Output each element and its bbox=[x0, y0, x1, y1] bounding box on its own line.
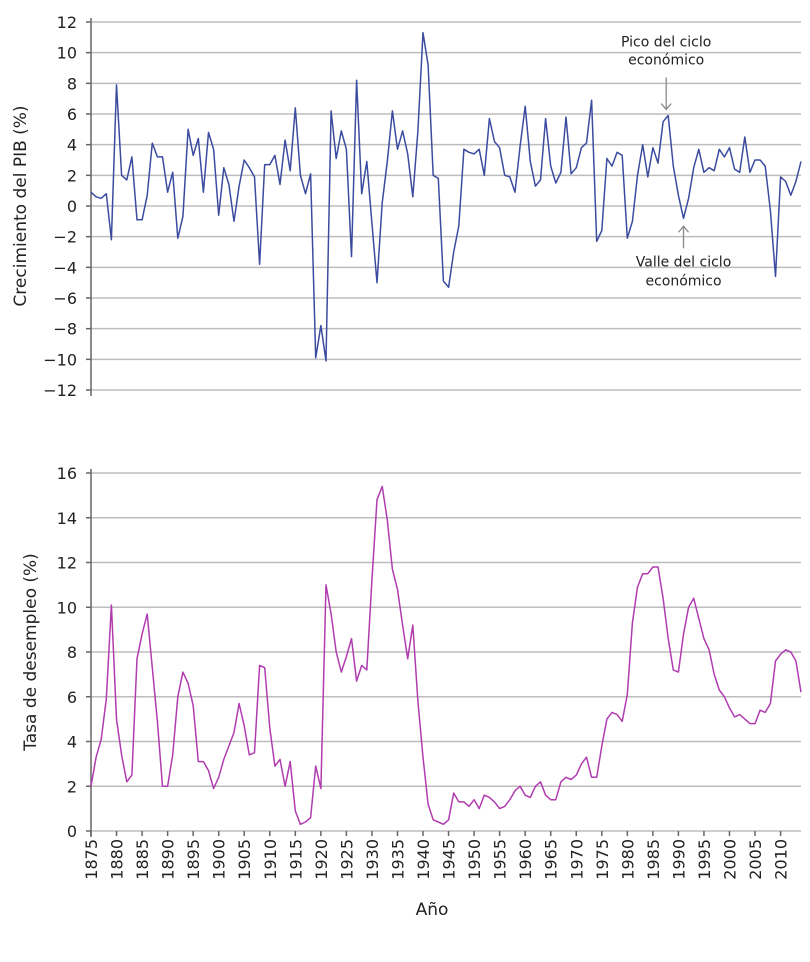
x-tick-label: 1995 bbox=[695, 839, 714, 880]
y-tick-label: 12 bbox=[57, 554, 77, 573]
x-tick-label: 1900 bbox=[210, 839, 229, 880]
x-tick-label: 1960 bbox=[516, 839, 535, 880]
x-tick-label: 2010 bbox=[772, 839, 791, 880]
y-tick-label: 0 bbox=[67, 197, 77, 216]
y-tick-label: 8 bbox=[67, 74, 77, 93]
y-tick-label: 4 bbox=[67, 136, 77, 155]
peak-annotation: Pico del ciclo económico bbox=[621, 35, 711, 111]
x-tick-label: 1950 bbox=[465, 839, 484, 880]
y-tick-label: −2 bbox=[53, 228, 77, 247]
annotation-text: económico bbox=[645, 273, 721, 289]
x-tick-label: 1940 bbox=[414, 839, 433, 880]
x-tick-label: 1980 bbox=[618, 839, 637, 880]
x-axis-label: Año bbox=[416, 900, 449, 920]
gdp-growth-series-line bbox=[90, 31, 802, 362]
arrow-up-icon bbox=[678, 225, 690, 249]
x-tick-label: 1920 bbox=[312, 839, 331, 880]
y-tick-label: 6 bbox=[67, 105, 77, 124]
unemployment-y-axis-label: Tasa de desempleo (%) bbox=[21, 553, 41, 752]
x-tick-label: 2000 bbox=[720, 839, 739, 880]
annotation-text: económico bbox=[628, 53, 704, 69]
annotation-text: Pico del ciclo bbox=[621, 35, 711, 51]
y-tick-label: 10 bbox=[57, 44, 77, 63]
x-tick-label: 1910 bbox=[261, 839, 280, 880]
x-tick-label: 1885 bbox=[133, 839, 152, 880]
x-tick-label: 1895 bbox=[184, 839, 203, 880]
y-tick-label: 14 bbox=[57, 509, 77, 528]
x-tick-label: 1935 bbox=[388, 839, 407, 880]
unemployment-series-line bbox=[90, 485, 802, 826]
y-tick-label: 16 bbox=[57, 464, 77, 483]
x-tick-label: 1990 bbox=[669, 839, 688, 880]
y-tick-label: −8 bbox=[53, 320, 77, 339]
x-tick-label: 1905 bbox=[235, 839, 254, 880]
x-tick-label: 1925 bbox=[337, 839, 356, 880]
arrow-down-icon bbox=[660, 77, 672, 111]
x-tick-label: 1890 bbox=[159, 839, 178, 880]
trough-annotation: Valle del ciclo económico bbox=[636, 225, 732, 289]
y-tick-label: 4 bbox=[67, 733, 77, 752]
x-tick-label: 1945 bbox=[440, 839, 459, 880]
y-tick-label: 8 bbox=[67, 643, 77, 662]
annotation-text: Valle del ciclo bbox=[636, 254, 732, 270]
y-tick-label: 6 bbox=[67, 688, 77, 707]
x-tick-label: 1915 bbox=[286, 839, 305, 880]
gdp-growth-chart: −12 −10 −8 −6 −4 −2 0 2 4 6 8 10 12 Pico del ciclo eco… bbox=[43, 13, 802, 400]
x-tick-label: 2005 bbox=[746, 839, 765, 880]
x-tick-label: 1965 bbox=[542, 839, 561, 880]
x-tick-label: 1875 bbox=[82, 839, 101, 880]
y-tick-label: 12 bbox=[57, 13, 77, 32]
y-tick-label: −4 bbox=[53, 258, 77, 277]
y-tick-label: −6 bbox=[53, 289, 77, 308]
y-tick-label: −10 bbox=[43, 350, 77, 369]
x-tick-label: 1985 bbox=[644, 839, 663, 880]
y-tick-label: 0 bbox=[67, 822, 77, 841]
gdp-y-axis-label: Crecimiento del PIB (%) bbox=[11, 105, 31, 306]
x-tick-label: 1955 bbox=[491, 839, 510, 880]
x-tick-label: 1930 bbox=[363, 839, 382, 880]
x-tick-label: 1880 bbox=[108, 839, 127, 880]
y-tick-label: 10 bbox=[57, 598, 77, 617]
y-tick-label: −12 bbox=[43, 381, 77, 400]
x-tick-label: 1975 bbox=[593, 839, 612, 880]
x-tick-label: 1970 bbox=[567, 839, 586, 880]
y-tick-label: 2 bbox=[67, 166, 77, 185]
unemployment-chart: 0 2 4 6 8 10 12 14 16 1875 1880 1885 1890 1895 1900 190… bbox=[57, 464, 802, 880]
y-tick-label: 2 bbox=[67, 777, 77, 796]
